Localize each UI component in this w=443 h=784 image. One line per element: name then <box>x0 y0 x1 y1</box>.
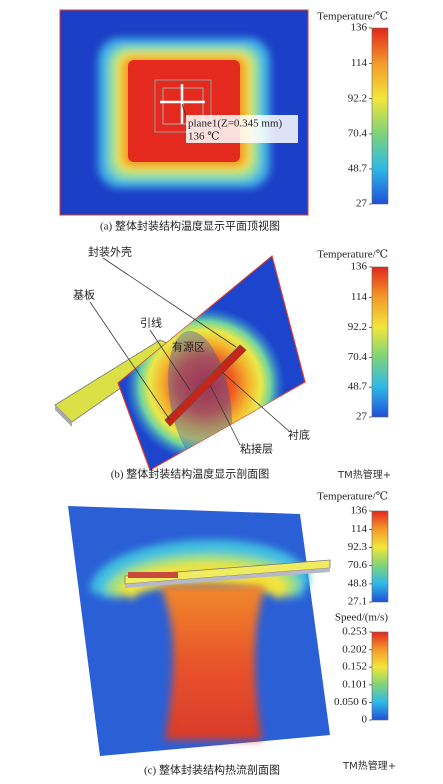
tick-label: 0.101 <box>342 678 367 690</box>
tick-label: 48.7 <box>348 162 368 174</box>
watermark: TM热管理+ <box>342 759 396 772</box>
annotation: 有源区 <box>172 340 205 354</box>
annotation: 封装外壳 <box>88 245 132 259</box>
caption: (c) 整体封装结构热流剖面图 <box>144 763 280 777</box>
tick-label: 114 <box>351 523 368 535</box>
annotation: 基板 <box>73 288 95 302</box>
tick-label: 27 <box>356 411 368 423</box>
tick-label: 48.8 <box>348 577 368 589</box>
annotation: 引线 <box>140 316 162 330</box>
tick-label: 0.202 <box>342 643 367 655</box>
annotation: 粘接层 <box>240 442 273 456</box>
colorbar <box>371 27 389 205</box>
watermark: TM热管理+ <box>337 468 391 481</box>
tick-label: 114 <box>351 291 368 303</box>
tick-label: 0 <box>362 714 368 726</box>
tick-label: 92.2 <box>348 92 367 104</box>
tick-label: 136 <box>351 22 368 34</box>
section-image <box>54 254 306 471</box>
colorbar-title: Temperature/℃ <box>317 249 388 261</box>
top-view-image <box>59 9 309 216</box>
tick-label: 114 <box>351 57 368 69</box>
caption: (b) 整体封装结构温度显示剖面图 <box>111 467 270 481</box>
tick-label: 70.4 <box>348 127 368 139</box>
colorbar <box>371 631 389 721</box>
tick-label: 0.152 <box>342 661 367 673</box>
colorbar-title: Temperature/℃ <box>317 491 388 503</box>
tick-label: 70.6 <box>348 559 368 571</box>
tick-label: 136 <box>351 505 368 517</box>
tick-label: 48.7 <box>348 381 368 393</box>
tick-label: 70.4 <box>348 351 368 363</box>
colorbar <box>371 266 389 418</box>
annotation: 衬底 <box>288 428 310 442</box>
annotation: 136 ℃ <box>188 131 220 143</box>
tick-label: 0.050 6 <box>334 696 368 708</box>
colorbar-title: Temperature/℃ <box>317 11 388 23</box>
tick-label: 136 <box>351 261 368 273</box>
colorbar <box>371 510 389 603</box>
tick-label: 0.253 <box>342 626 367 638</box>
caption: (a) 整体封装结构温度显示平面顶视图 <box>100 219 280 233</box>
annotation: plane1(Z=0.345 mm) <box>188 118 283 130</box>
tick-label: 92.3 <box>348 541 368 553</box>
heat-flow-image <box>68 506 331 756</box>
tick-label: 27 <box>356 198 368 210</box>
tick-label: 92.2 <box>348 321 367 333</box>
tick-label: 27.1 <box>348 596 367 608</box>
colorbar-title: Speed/(m/s) <box>335 612 388 624</box>
